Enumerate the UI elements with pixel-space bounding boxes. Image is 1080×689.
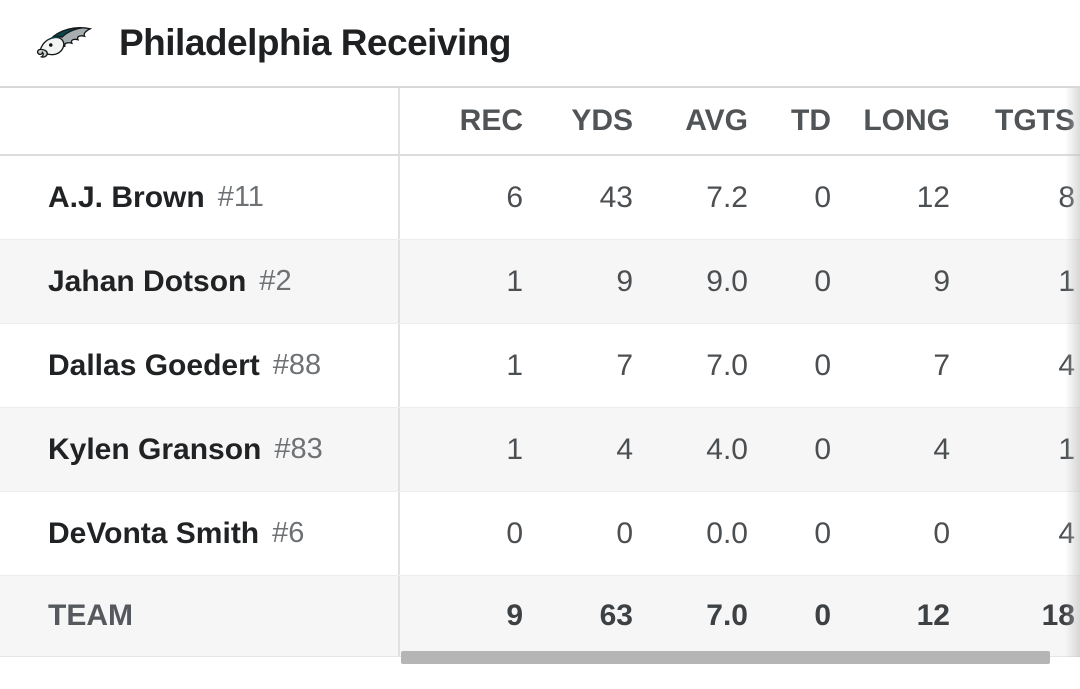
stat-tgts: 1 — [1058, 432, 1075, 466]
stat-rec: 1 — [506, 348, 523, 382]
player-cell: Kylen Granson #83 — [0, 408, 400, 491]
stat-tgts: 4 — [1058, 516, 1075, 550]
stat-td: 0 — [814, 264, 831, 298]
jersey-number: #11 — [217, 181, 264, 213]
stat-rec: 1 — [506, 432, 523, 466]
table-row[interactable]: Dallas Goedert #88 1 7 7.0 0 7 4 — [0, 324, 1080, 408]
team-cell: TEAM — [0, 576, 400, 656]
stat-tgts: 8 — [1058, 180, 1075, 214]
stat-avg: 9.0 — [706, 264, 748, 298]
stat-rec: 1 — [506, 264, 523, 298]
stat-yds: 9 — [616, 264, 633, 298]
horizontal-scrollbar-thumb[interactable] — [401, 651, 1050, 664]
jersey-number: #88 — [272, 349, 322, 381]
stat-long: 9 — [933, 264, 950, 298]
table-row[interactable]: DeVonta Smith #6 0 0 0.0 0 0 4 — [0, 492, 1080, 576]
column-header-td: TD — [791, 104, 831, 137]
player-name: Kylen Granson — [48, 432, 262, 466]
stat-rec: 6 — [506, 180, 523, 214]
stat-tgts: 1 — [1058, 264, 1075, 298]
stat-long: 7 — [933, 348, 950, 382]
player-cell: Jahan Dotson #2 — [0, 240, 400, 323]
stat-td: 0 — [814, 180, 831, 214]
jersey-number: #6 — [272, 517, 305, 549]
page-title: Philadelphia Receiving — [119, 22, 512, 63]
jersey-number: #2 — [259, 265, 292, 297]
eagles-logo-icon — [35, 22, 92, 64]
column-header-avg: AVG — [685, 104, 748, 137]
column-header-rec: REC — [459, 104, 523, 137]
receiving-stats-table: REC YDS AVG TD LONG TGTS A.J. Brown #11 … — [0, 88, 1080, 664]
jersey-number: #83 — [274, 433, 323, 465]
total-rec: 9 — [506, 599, 523, 632]
column-header-long: LONG — [863, 104, 950, 137]
player-name: A.J. Brown — [48, 180, 205, 214]
stat-tgts: 4 — [1058, 348, 1075, 382]
player-cell: A.J. Brown #11 — [0, 156, 400, 239]
total-td: 0 — [814, 599, 831, 632]
player-name: DeVonta Smith — [48, 516, 260, 550]
stat-long: 0 — [933, 516, 950, 550]
total-avg: 7.0 — [706, 599, 748, 632]
stat-td: 0 — [814, 432, 831, 466]
column-header-tgts: TGTS — [995, 104, 1075, 137]
stat-yds: 7 — [616, 348, 633, 382]
total-yds: 63 — [599, 599, 633, 632]
team-label: TEAM — [48, 599, 133, 632]
stat-avg: 7.0 — [706, 348, 748, 382]
stat-avg: 0.0 — [706, 516, 748, 550]
player-name: Dallas Goedert — [48, 348, 260, 382]
total-long: 12 — [916, 599, 950, 632]
stat-long: 4 — [933, 432, 950, 466]
total-tgts: 18 — [1041, 599, 1075, 632]
stat-rec: 0 — [506, 516, 523, 550]
table-row[interactable]: A.J. Brown #11 6 43 7.2 0 12 8 — [0, 156, 1080, 240]
player-column-spacer — [0, 88, 400, 154]
stat-long: 12 — [916, 180, 950, 214]
player-name: Jahan Dotson — [48, 264, 247, 298]
section-header: Philadelphia Receiving — [0, 0, 1080, 88]
stat-avg: 7.2 — [706, 180, 748, 214]
table-header-row: REC YDS AVG TD LONG TGTS — [0, 88, 1080, 156]
stat-td: 0 — [814, 348, 831, 382]
stat-yds: 4 — [616, 432, 633, 466]
column-header-yds: YDS — [571, 104, 633, 137]
player-cell: Dallas Goedert #88 — [0, 324, 400, 407]
team-totals-row: TEAM 9 63 7.0 0 12 18 — [0, 576, 1080, 657]
stat-td: 0 — [814, 516, 831, 550]
stat-yds: 0 — [616, 516, 633, 550]
stat-yds: 43 — [599, 180, 633, 214]
table-row[interactable]: Jahan Dotson #2 1 9 9.0 0 9 1 — [0, 240, 1080, 324]
player-cell: DeVonta Smith #6 — [0, 492, 400, 575]
table-row[interactable]: Kylen Granson #83 1 4 4.0 0 4 1 — [0, 408, 1080, 492]
stat-avg: 4.0 — [706, 432, 748, 466]
